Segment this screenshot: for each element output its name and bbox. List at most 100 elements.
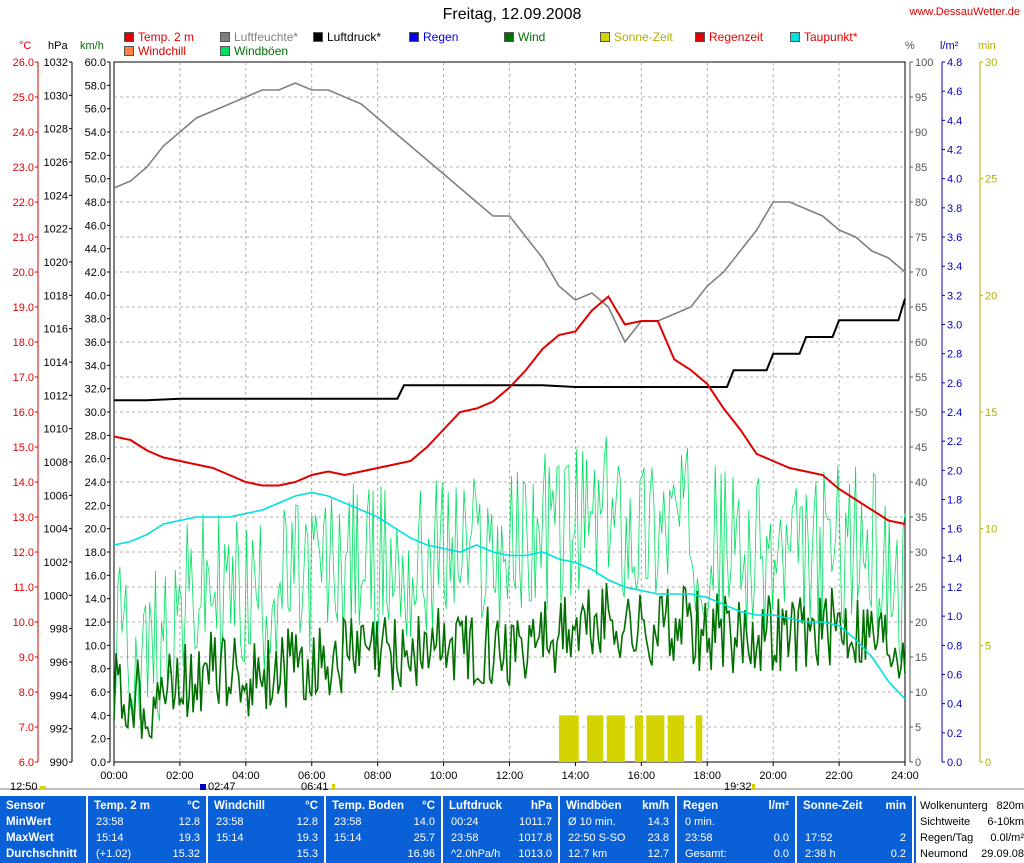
cell-time: Gesamt: xyxy=(685,848,727,860)
minutes-unit: min xyxy=(978,40,996,52)
visibility-value: 6-10km xyxy=(987,816,1024,828)
sunrise-time: 06:41 xyxy=(301,781,329,793)
sun-bar xyxy=(646,715,665,762)
cell-value: 15.32 xyxy=(172,848,200,860)
sunrise-marker xyxy=(332,784,335,790)
temp-tick-label: 8.0 xyxy=(19,687,34,699)
legend-label: Windböen xyxy=(234,44,289,58)
cell-time: 17:52 xyxy=(805,832,833,844)
rain-tick-label: 4.4 xyxy=(947,115,962,127)
speed-tick-label: 26.0 xyxy=(85,454,106,466)
humidity-tick-label: 85 xyxy=(915,162,927,174)
speed-tick-label: 56.0 xyxy=(85,104,106,116)
humidity-tick-label: 25 xyxy=(915,582,927,594)
legend-item: Regenzeit xyxy=(695,30,763,44)
speed-tick-label: 54.0 xyxy=(85,127,106,139)
rain-tick-label: 2.6 xyxy=(947,378,962,390)
speed-tick-label: 20.0 xyxy=(85,524,106,536)
summary-column: Temp. Boden °C 23:58 14.0 15:14 25.7 16.96 xyxy=(326,796,443,863)
cell-time: 23:58 xyxy=(216,816,244,828)
legend-swatch xyxy=(220,32,230,42)
pressure-tick-label: 1004 xyxy=(44,524,68,536)
row-label-min: MinWert xyxy=(6,816,52,828)
column-header: Temp. 2 m xyxy=(94,800,151,812)
temp-tick-label: 19.0 xyxy=(13,302,34,314)
site-link[interactable]: www.DessauWetter.de xyxy=(909,6,1020,18)
cell-time: 15:14 xyxy=(216,832,244,844)
pressure-tick-label: 1020 xyxy=(44,257,68,269)
cell-value: 19.3 xyxy=(296,832,318,844)
speed-unit: km/h xyxy=(80,40,104,52)
humidity-tick-label: 10 xyxy=(915,687,927,699)
cell-time: 00:24 xyxy=(451,816,479,828)
speed-tick-label: 10.0 xyxy=(85,640,106,652)
temp-tick-label: 16.0 xyxy=(13,407,34,419)
x-tick-label: 14:00 xyxy=(562,770,590,782)
speed-tick-label: 58.0 xyxy=(85,80,106,92)
humidity-tick-label: 55 xyxy=(915,372,927,384)
speed-tick-label: 8.0 xyxy=(91,664,106,676)
rain-tick-label: 4.6 xyxy=(947,86,962,98)
rain-tick-label: 2.2 xyxy=(947,436,962,448)
summary-column: Sonne-Zeit min 17:52 2 2:38 h 0.2 xyxy=(797,796,914,863)
weather-chart: 00:00 02:00 04:00 06:00 08:00 10:00 12:00 14:00… xyxy=(0,57,1024,790)
series-gust-line xyxy=(113,436,906,721)
temp-tick-label: 9.0 xyxy=(19,652,34,664)
legend-swatch xyxy=(313,32,323,42)
speed-tick-label: 28.0 xyxy=(85,430,106,442)
x-tick-label: 06:00 xyxy=(298,770,326,782)
x-tick-label: 00:00 xyxy=(100,770,128,782)
legend-swatch xyxy=(124,32,134,42)
speed-tick-label: 18.0 xyxy=(85,547,106,559)
rain-tick-label: 0.4 xyxy=(947,699,962,711)
humidity-tick-label: 50 xyxy=(915,407,927,419)
series-wind-line xyxy=(113,582,906,740)
sun-bar xyxy=(586,715,604,762)
row-label-max: MaxWert xyxy=(6,832,54,844)
new-moon-label: Neumond xyxy=(920,848,968,860)
visibility-label: Sichtweite xyxy=(920,816,971,828)
humidity-tick-label: 35 xyxy=(915,512,927,524)
temp-tick-label: 13.0 xyxy=(13,512,34,524)
new-moon-value: 29.09.08 xyxy=(981,848,1024,860)
cell-time: 15:14 xyxy=(334,832,362,844)
chart-title: Freitag, 12.09.2008 xyxy=(442,6,582,23)
cell-value: 12.8 xyxy=(296,816,318,828)
cell-value: 25.7 xyxy=(413,832,435,844)
temp-tick-label: 26.0 xyxy=(13,57,34,69)
speed-tick-label: 4.0 xyxy=(91,710,106,722)
moonrise-time: 02:47 xyxy=(208,781,236,793)
pressure-tick-label: 994 xyxy=(50,690,68,702)
temp-tick-label: 7.0 xyxy=(19,722,34,734)
legend-item: Temp. 2 m xyxy=(124,30,194,44)
extra-info: Wolkenunterg 820m Sichtweite 6-10km Rege… xyxy=(914,796,1024,863)
speed-tick-label: 40.0 xyxy=(85,290,106,302)
legend-swatch xyxy=(790,32,800,42)
humidity-tick-label: 20 xyxy=(915,617,927,629)
legend-label: Sonne-Zeit xyxy=(614,30,673,44)
legend-item: Luftdruck* xyxy=(313,30,381,44)
pressure-tick-label: 1000 xyxy=(44,590,68,602)
pressure-tick-label: 1010 xyxy=(44,424,68,436)
series-luftfeuchte-line xyxy=(113,82,906,344)
temp-tick-label: 18.0 xyxy=(13,337,34,349)
pressure-tick-label: 998 xyxy=(50,624,68,636)
cell-value: 0.0 xyxy=(773,832,789,844)
cell-time: (+1.02) xyxy=(96,848,132,860)
pressure-tick-label: 990 xyxy=(50,757,68,769)
legend-item: Taupunkt* xyxy=(790,30,857,44)
temp-tick-label: 12.0 xyxy=(13,547,34,559)
rain-tick-label: 3.2 xyxy=(947,290,962,302)
sun_minutes-tick-label: 30 xyxy=(985,57,997,69)
temp-tick-label: 21.0 xyxy=(13,232,34,244)
humidity-tick-label: 75 xyxy=(915,232,927,244)
temp-tick-label: 15.0 xyxy=(13,442,34,454)
temp-tick-label: 24.0 xyxy=(13,127,34,139)
sun-bar xyxy=(558,715,579,762)
rain-tick-label: 3.0 xyxy=(947,320,962,332)
rain-tick-label: 0.2 xyxy=(947,728,962,740)
rain-tick-label: 0.8 xyxy=(947,640,962,652)
cell-time: 15:14 xyxy=(96,832,124,844)
pressure-tick-label: 1006 xyxy=(44,490,68,502)
pressure-tick-label: 1032 xyxy=(44,57,68,69)
